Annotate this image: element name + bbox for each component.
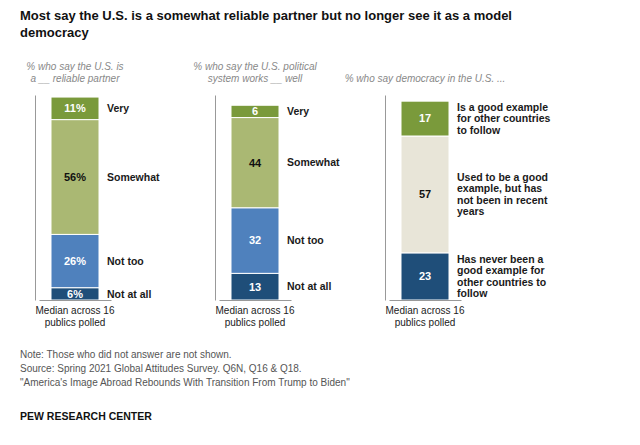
panel: 23 Has never been agood example forother … [345,73,551,328]
text-line: Median across 16 [36,305,115,316]
chart-title: Most say the U.S. is a somewhat reliable… [20,8,512,23]
data-label: 32 [249,234,261,246]
y-axis-line [215,96,216,301]
note: "America's Image Abroad Rebounds With Tr… [20,377,350,388]
bar-segment [51,234,99,287]
data-label: 11% [64,102,86,114]
subtitle: % who say the U.S. politicalsystem works… [193,61,317,84]
legend-entry: Is a good examplefor other countriesto f… [457,101,551,136]
legend-entry: Very [107,102,129,114]
bar-segment [51,120,99,235]
data-label: 6% [67,288,83,300]
y-axis [385,96,386,301]
y-axis [215,96,216,301]
text-line: Somewhat [287,156,340,168]
bar-segment [231,105,279,117]
bar-segment [401,136,449,253]
legend-entry: Not at all [107,288,151,300]
x-axis [220,300,292,301]
labels: 23 Has never been agood example forother … [419,101,551,300]
x-axis-label: Median across 16publics polled [216,305,295,328]
text-line: publics polled [395,317,456,328]
subtitle: % who say democracy in the U.S. ... [345,73,506,84]
text-line: follow [457,287,488,299]
note: Note: Those who did not answer are not s… [20,349,232,360]
legend-entry: Somewhat [287,156,340,168]
text-line: Very [107,102,129,114]
bar-segment [51,97,99,120]
text-line: Not too [287,234,324,246]
text-line: Not too [107,255,144,267]
text-line: a __ reliable partner [31,73,121,84]
text-line: to follow [457,124,501,136]
text-line: Not at all [287,280,331,292]
text-line: Used to be a good [457,171,548,183]
bar-segment [51,288,99,300]
text-line: Median across 16 [386,305,465,316]
text-line: system works __ well [208,73,303,84]
text-line: not been in recent [457,194,548,206]
data-label: 13 [249,281,261,293]
data-label: 57 [419,188,431,200]
text-line: Not at all [107,288,151,300]
bar-segment [231,118,279,208]
labels: 13 Not at all 32 Not too 44 Somewhat 6 Very [249,105,340,292]
bar-segment [231,208,279,274]
text-line: Is a good example [457,101,548,113]
x-axis-line [220,300,292,301]
text-line: example, but has [457,182,542,194]
data-label: 26% [64,255,86,267]
chart-svg: Most say the U.S. is a somewhat reliable… [0,0,640,445]
bar-segment [401,101,449,136]
legend-entry: Very [287,105,309,117]
data-label: 17 [419,112,431,124]
legend-entry: Somewhat [107,171,160,183]
text-line: Very [287,105,309,117]
text-line: good example for [457,264,545,276]
subtitle: % who say the U.S. isa __ reliable partn… [26,61,123,84]
x-axis [390,300,462,301]
text-line: Has never been a [457,253,544,265]
bars [231,105,279,300]
bars [401,101,449,300]
data-label: 44 [249,157,262,169]
text-line: other countries to [457,276,546,288]
bars [51,97,99,300]
legend-entry: Not too [287,234,324,246]
text-line: for other countries [457,112,551,124]
text-line: % who say democracy in the U.S. ... [345,73,506,84]
data-label: 23 [419,270,431,282]
text-line: % who say the U.S. is [26,61,123,72]
note: Source: Spring 2021 Global Attitudes Sur… [20,363,302,374]
legend-entry: Not too [107,255,144,267]
text-line: Somewhat [107,171,160,183]
text-line: years [457,205,485,217]
panel: 6% Not at all 26% Not too 56% Somewhat 11% Very… [26,61,160,328]
text-line: publics polled [45,317,106,328]
x-axis-line [390,300,462,301]
legend-entry: Has never been agood example forother co… [457,253,546,300]
labels: 6% Not at all 26% Not too 56% Somewhat 11% Very [64,102,160,300]
panel: 13 Not at all 32 Not too 44 Somewhat 6 Very % wh… [193,61,340,328]
x-axis [40,300,112,301]
x-axis-label: Median across 16publics polled [386,305,465,328]
y-axis [35,96,36,301]
text-line: publics polled [225,317,286,328]
legend-entry: Used to be a goodexample, but hasnot bee… [457,171,548,218]
chart-title: democracy [20,25,89,40]
bar-segment [401,253,449,300]
data-label: 6 [252,105,258,117]
data-label: 56% [64,171,86,183]
text-line: Median across 16 [216,305,295,316]
bar-segment [231,273,279,300]
chart-container: Most say the U.S. is a somewhat reliable… [0,0,640,445]
x-axis-line [40,300,112,301]
legend-entry: Not at all [287,280,331,292]
text-line: % who say the U.S. political [193,61,317,72]
y-axis-line [35,96,36,301]
y-axis-line [385,96,386,301]
x-axis-label: Median across 16publics polled [36,305,115,328]
source: PEW RESEARCH CENTER [20,410,152,422]
